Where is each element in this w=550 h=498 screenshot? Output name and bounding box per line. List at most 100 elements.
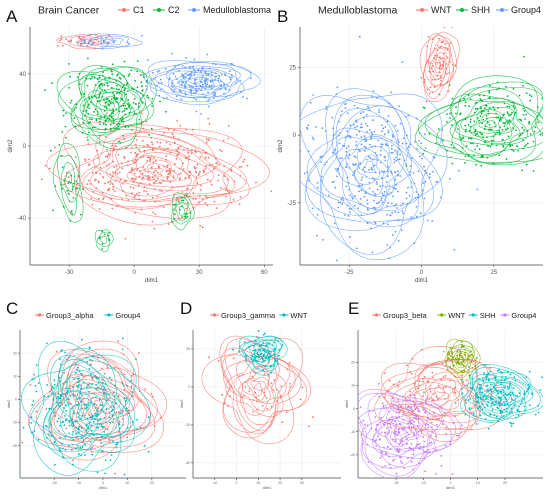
data-point [70,211,72,214]
data-point [126,384,128,387]
data-point [113,406,115,409]
y-tick-label: 20 [13,351,17,355]
data-point [100,450,103,453]
legend-dot [500,8,504,12]
data-point [349,211,351,214]
data-point [199,156,202,158]
data-point [229,78,232,80]
data-point [396,447,399,450]
data-point [108,189,110,192]
data-point [464,124,467,127]
data-point [355,140,358,143]
contour-line [175,202,188,221]
data-point [470,354,473,356]
data-point [133,112,136,115]
data-point [75,436,77,439]
contour-line [431,52,445,76]
data-point [255,359,257,362]
data-point [503,141,506,144]
data-point [123,75,125,78]
data-point [77,411,79,414]
data-point [129,186,132,189]
data-point [255,181,257,184]
data-point [118,420,121,423]
data-point [161,134,164,137]
data-point [509,384,511,387]
data-point [133,179,136,181]
data-point [410,186,413,189]
contour-line [425,381,460,409]
data-point [512,101,515,104]
data-point [103,161,106,164]
data-point [103,115,106,118]
data-point [490,398,493,401]
data-point [117,91,120,94]
data-point [101,48,104,50]
data-point [429,86,432,89]
data-point [87,57,89,60]
data-point [94,84,97,86]
data-point [399,153,401,156]
data-point [151,105,154,107]
data-point [387,129,390,132]
data-point [447,47,449,50]
data-point [150,141,153,144]
data-point [200,81,203,83]
data-point [173,204,175,206]
data-point [96,471,99,474]
contour-line [447,344,475,373]
data-point [96,426,98,429]
data-point [442,419,445,422]
data-point [230,170,233,172]
data-point [468,105,470,108]
data-point [460,356,463,359]
data-point [500,392,503,395]
data-point [452,356,455,359]
data-point [100,409,103,411]
data-point [65,381,68,383]
data-point [394,149,396,152]
data-point [135,146,138,149]
data-point [190,71,193,74]
data-point [391,438,394,441]
data-point [108,238,111,241]
data-point [194,71,197,74]
data-point [429,390,432,393]
data-point [386,213,388,216]
data-point [467,355,470,358]
data-point [398,448,401,451]
data-point [367,107,370,110]
data-point [64,136,67,139]
data-point [135,155,138,158]
data-point [200,113,202,115]
cluster-c2-small [171,192,195,231]
legend-key-wnt: WNT [416,5,452,15]
data-point [449,41,452,44]
data-point [181,65,184,67]
data-point [106,117,109,119]
data-point [181,82,184,84]
data-point [37,438,40,441]
data-point [435,142,437,145]
data-point [217,360,220,362]
data-point [489,396,492,399]
data-point [256,355,258,358]
data-point [82,375,85,378]
data-point [104,412,107,415]
data-point [59,449,62,452]
data-point [509,373,512,376]
data-point [80,400,83,403]
data-point [427,219,429,222]
contour-line [43,359,129,450]
data-point [444,444,447,447]
data-point [500,383,502,386]
data-point [125,407,128,410]
contour-line [60,162,77,203]
contour-line [238,336,283,372]
data-point [90,101,92,104]
data-point [159,189,161,192]
data-point [118,427,121,430]
data-point [491,128,493,131]
data-point [79,447,82,449]
data-point [451,27,453,28]
